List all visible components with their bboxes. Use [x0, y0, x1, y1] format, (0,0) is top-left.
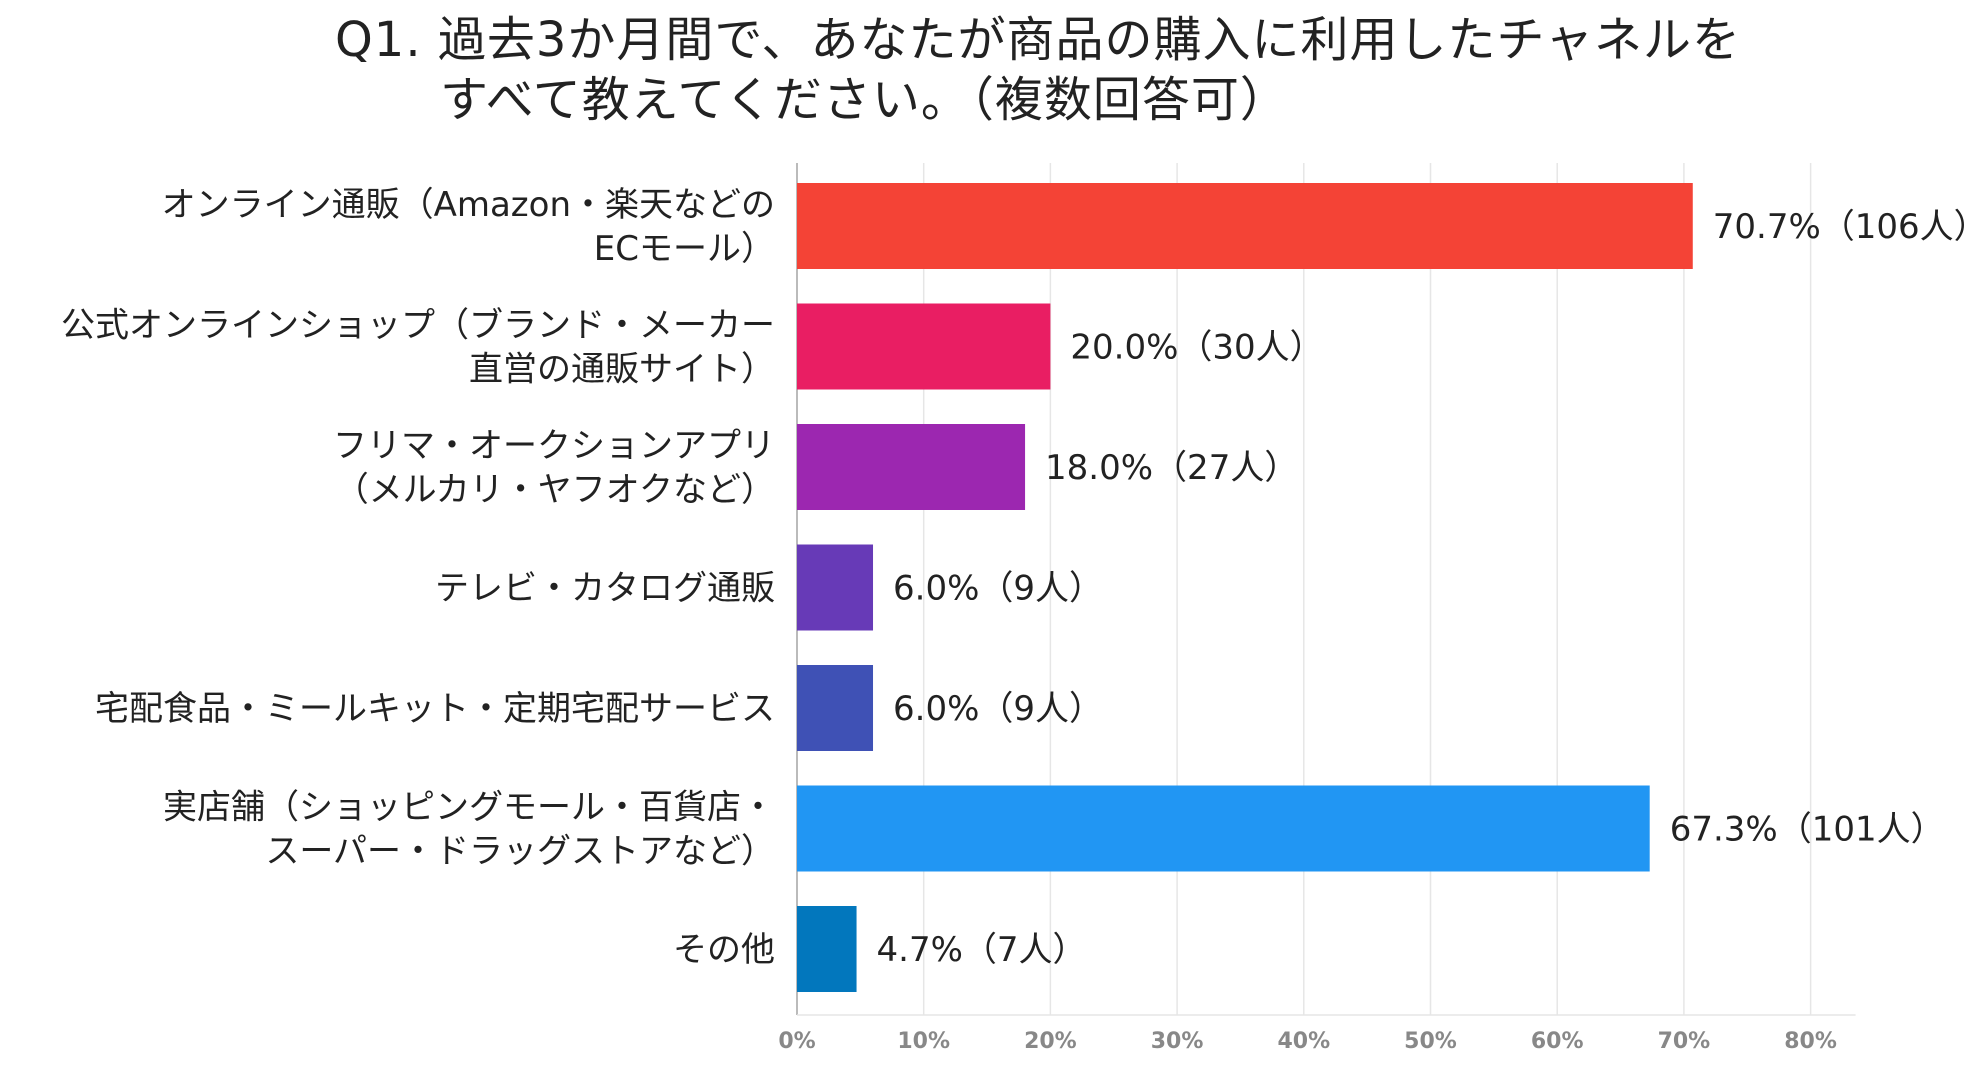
category-label: スーパー・ドラッグストアなど） [265, 832, 775, 872]
x-tick-label: 10% [897, 1029, 950, 1054]
bar [797, 544, 874, 631]
data-label: 6.0%（9人） [893, 569, 1103, 609]
bar [797, 785, 1650, 872]
category-label: 実店舗（ショッピングモール・百貨店・ [163, 788, 775, 828]
x-tick-label: 80% [1784, 1029, 1837, 1054]
category-label: テレビ・カタログ通販 [435, 569, 775, 609]
category-label: 直営の通販サイト） [469, 350, 775, 390]
data-label: 20.0%（30人） [1070, 328, 1323, 368]
category-label: フリマ・オークションアプリ [333, 426, 775, 466]
bar [797, 424, 1026, 510]
bar [797, 665, 874, 751]
category-label: ECモール） [594, 229, 775, 269]
x-tick-label: 30% [1151, 1029, 1204, 1054]
category-label: 宅配食品・ミールキット・定期宅配サービス [95, 689, 775, 729]
x-tick-label: 60% [1531, 1029, 1584, 1054]
bar [797, 906, 857, 992]
data-label: 4.7%（7人） [877, 930, 1087, 970]
bars [797, 183, 1693, 992]
category-label: オンライン通販（Amazon・楽天などの [162, 185, 775, 225]
x-tick-label: 0% [778, 1029, 815, 1054]
chart-subtitle: すべて教えてください。（複数回答可） [440, 72, 1289, 128]
category-label: その他 [673, 930, 775, 970]
x-axis-ticks: 0% 10% 20% 30% 40% 50% 60% 70% 80% [778, 1029, 1837, 1054]
x-tick-label: 40% [1277, 1029, 1330, 1054]
category-label: （メルカリ・ヤフオクなど） [335, 470, 775, 510]
category-label: 公式オンラインショップ（ブランド・メーカー [61, 306, 775, 346]
bar [797, 183, 1693, 269]
x-tick-label: 70% [1658, 1029, 1711, 1054]
x-tick-label: 20% [1024, 1029, 1077, 1054]
chart-title: Q1. 過去3か月間で、あなたが商品の購入に利用したチャネルを [335, 12, 1741, 68]
data-label: 67.3%（101人） [1670, 810, 1945, 850]
data-label: 6.0%（9人） [893, 689, 1103, 729]
x-tick-label: 50% [1404, 1029, 1457, 1054]
bar [797, 303, 1051, 390]
data-label: 70.7%（106人） [1713, 207, 1988, 247]
data-label: 18.0%（27人） [1045, 448, 1298, 488]
value-labels: 70.7%（106人） 20.0%（30人） 18.0%（27人） 6.0%（9人） 6… [877, 207, 1988, 970]
